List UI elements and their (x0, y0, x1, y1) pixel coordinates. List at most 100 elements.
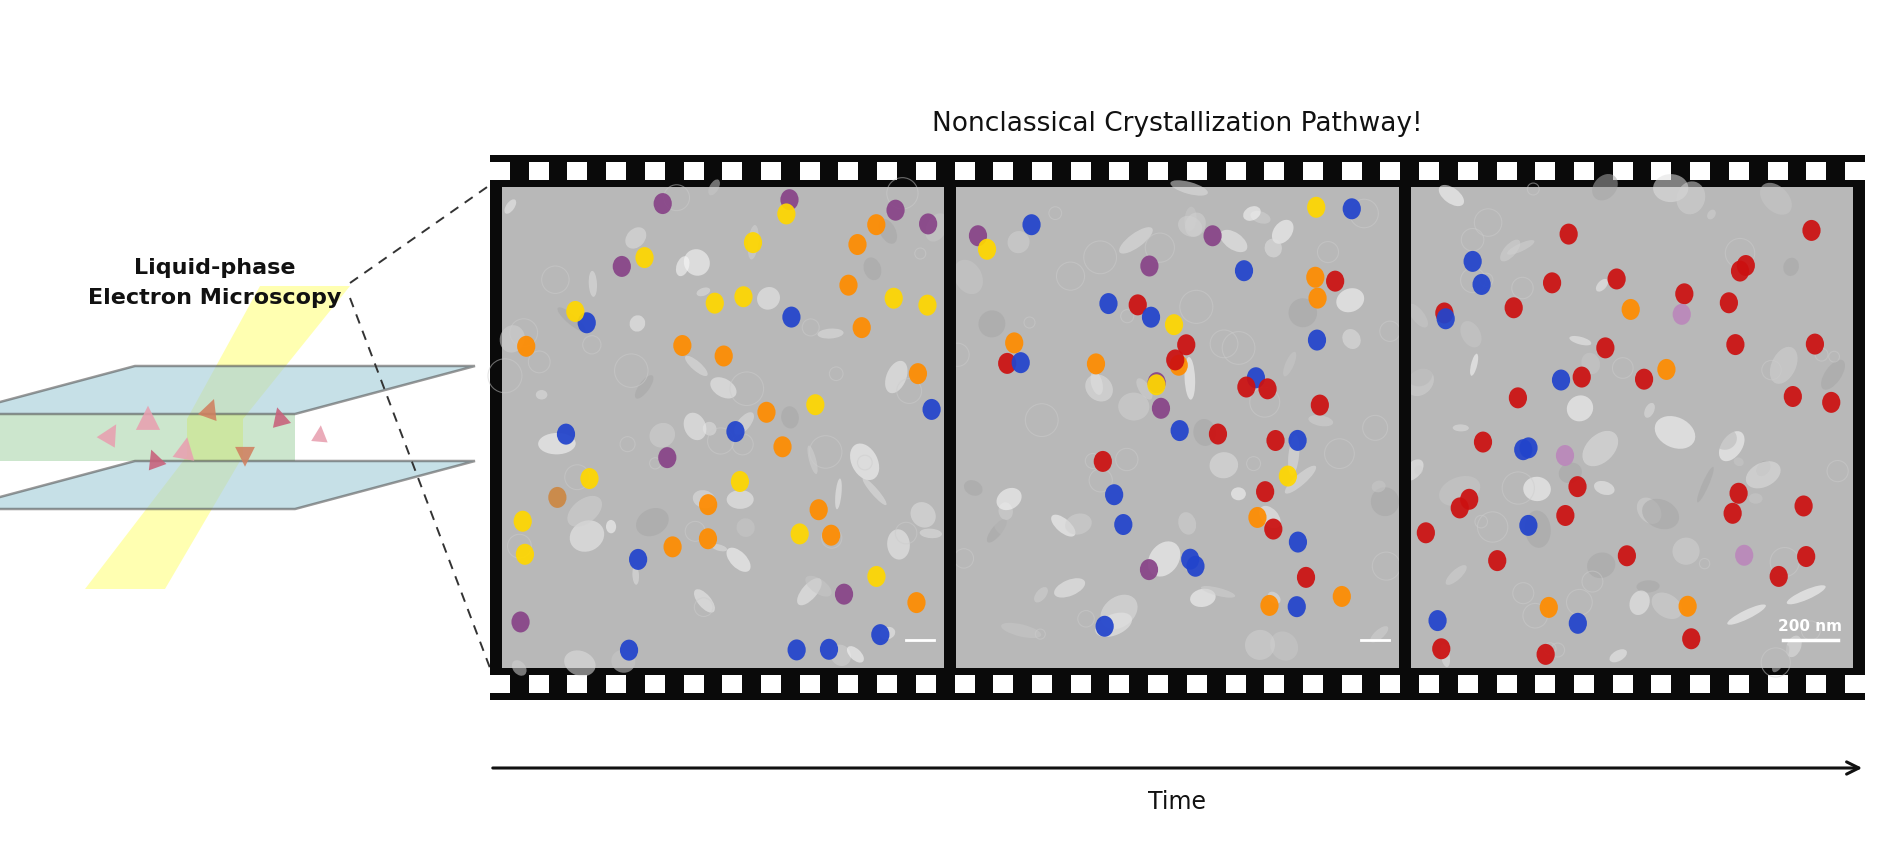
Ellipse shape (1794, 495, 1813, 517)
Ellipse shape (736, 518, 755, 537)
Ellipse shape (1181, 548, 1200, 570)
Bar (1187, 675, 1208, 693)
Ellipse shape (1265, 518, 1282, 540)
Ellipse shape (1638, 498, 1662, 524)
Ellipse shape (1012, 352, 1029, 373)
Ellipse shape (835, 584, 854, 605)
Ellipse shape (1193, 419, 1215, 446)
Ellipse shape (805, 576, 831, 596)
Ellipse shape (1297, 566, 1314, 588)
Ellipse shape (635, 247, 654, 268)
Ellipse shape (1191, 589, 1215, 607)
Ellipse shape (1309, 330, 1326, 351)
Ellipse shape (1769, 566, 1788, 587)
Ellipse shape (1118, 393, 1149, 421)
Ellipse shape (1582, 431, 1619, 466)
Ellipse shape (664, 536, 681, 557)
Ellipse shape (1506, 240, 1535, 255)
Ellipse shape (1619, 545, 1636, 566)
Ellipse shape (1440, 476, 1480, 506)
Ellipse shape (1679, 596, 1697, 617)
Ellipse shape (881, 626, 896, 639)
Ellipse shape (744, 232, 763, 253)
Bar (1381, 675, 1400, 693)
Ellipse shape (1520, 437, 1537, 458)
Ellipse shape (626, 227, 647, 249)
Ellipse shape (1756, 461, 1771, 476)
Ellipse shape (1697, 467, 1714, 502)
Bar (1225, 675, 1246, 693)
Polygon shape (236, 446, 255, 467)
Ellipse shape (964, 480, 983, 495)
Ellipse shape (1537, 644, 1554, 665)
Ellipse shape (1269, 188, 1286, 207)
Ellipse shape (919, 295, 936, 315)
Ellipse shape (1453, 424, 1468, 431)
Ellipse shape (1272, 219, 1293, 243)
Ellipse shape (708, 179, 721, 195)
Ellipse shape (675, 256, 690, 276)
Bar (683, 162, 704, 180)
Ellipse shape (1099, 293, 1118, 314)
Ellipse shape (810, 500, 827, 520)
Ellipse shape (1592, 174, 1619, 201)
Bar (993, 162, 1014, 180)
Ellipse shape (635, 375, 654, 399)
Bar (502, 187, 943, 668)
Ellipse shape (1461, 321, 1482, 347)
Ellipse shape (1622, 299, 1640, 320)
Ellipse shape (557, 308, 586, 332)
Bar (1109, 162, 1130, 180)
Ellipse shape (1261, 595, 1278, 616)
Ellipse shape (1326, 271, 1345, 291)
Ellipse shape (1440, 644, 1449, 667)
Bar (645, 675, 666, 693)
Ellipse shape (884, 288, 903, 309)
Ellipse shape (683, 413, 706, 440)
Ellipse shape (808, 411, 837, 421)
Ellipse shape (1019, 642, 1048, 665)
Ellipse shape (919, 213, 938, 235)
Ellipse shape (515, 544, 534, 565)
Ellipse shape (715, 345, 732, 367)
Ellipse shape (1643, 403, 1655, 417)
Polygon shape (173, 437, 194, 461)
Ellipse shape (1310, 394, 1329, 416)
Ellipse shape (1708, 210, 1716, 219)
Ellipse shape (978, 310, 1006, 338)
Ellipse shape (835, 478, 843, 509)
Ellipse shape (1655, 416, 1695, 449)
Ellipse shape (1164, 315, 1183, 335)
Ellipse shape (864, 257, 881, 280)
Ellipse shape (590, 271, 597, 297)
Ellipse shape (1636, 580, 1660, 592)
Ellipse shape (1446, 565, 1466, 584)
Ellipse shape (1343, 329, 1360, 349)
Ellipse shape (1267, 430, 1284, 451)
Bar (1651, 675, 1672, 693)
Bar (1651, 162, 1672, 180)
Ellipse shape (1594, 481, 1615, 495)
Ellipse shape (727, 421, 744, 442)
Polygon shape (274, 407, 291, 428)
Bar (723, 675, 742, 693)
Ellipse shape (1086, 353, 1105, 375)
Ellipse shape (1000, 623, 1040, 638)
Bar (645, 162, 666, 180)
Ellipse shape (1221, 230, 1248, 252)
Ellipse shape (924, 213, 947, 242)
Ellipse shape (1187, 555, 1204, 577)
Ellipse shape (1822, 392, 1841, 413)
Ellipse shape (1676, 284, 1693, 304)
Ellipse shape (1556, 505, 1575, 526)
Ellipse shape (1552, 369, 1571, 391)
Ellipse shape (734, 286, 753, 307)
Ellipse shape (884, 361, 907, 393)
Bar (1457, 162, 1478, 180)
Ellipse shape (1487, 550, 1506, 571)
Ellipse shape (1786, 636, 1801, 657)
Ellipse shape (1672, 537, 1700, 565)
Ellipse shape (612, 256, 631, 277)
Ellipse shape (578, 312, 595, 333)
Ellipse shape (571, 520, 605, 552)
